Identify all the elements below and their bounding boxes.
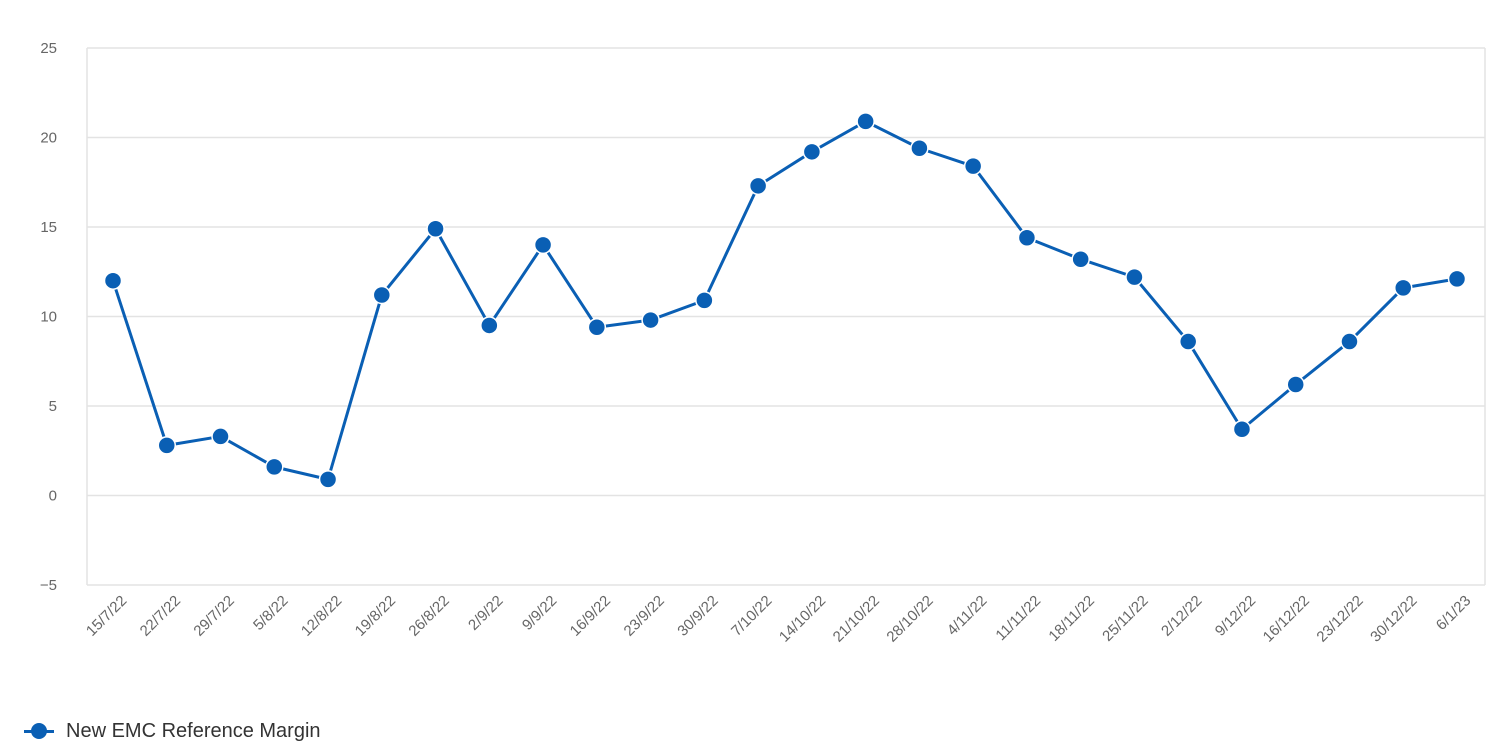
data-point[interactable]: [856, 112, 875, 131]
data-point[interactable]: [533, 235, 553, 255]
data-point[interactable]: [1071, 249, 1090, 269]
x-tick-label: 30/12/22: [1367, 592, 1420, 645]
data-point[interactable]: [157, 436, 177, 455]
data-point[interactable]: [1340, 332, 1359, 351]
x-tick-label: 23/12/22: [1313, 592, 1366, 645]
data-point[interactable]: [265, 457, 284, 477]
data-point[interactable]: [748, 176, 768, 196]
y-tick-label: 5: [49, 398, 57, 415]
data-point[interactable]: [426, 219, 445, 239]
x-tick-label: 26/8/22: [405, 592, 452, 639]
legend-dot-marker: [31, 723, 47, 739]
y-tick-label: 15: [40, 219, 57, 236]
x-axis-tick-labels: 15/7/22 22/7/22 29/7/22 5/8/22 12/8/22 19/8/2…: [83, 592, 1474, 645]
y-tick-label: 10: [40, 309, 57, 326]
y-axis-tick-labels: 25 20 15 10 5 0 −5: [40, 40, 57, 594]
x-tick-label: 5/8/22: [250, 592, 292, 634]
data-point[interactable]: [1447, 269, 1467, 289]
x-tick-label: 6/1/23: [1433, 592, 1475, 634]
data-point[interactable]: [695, 291, 714, 310]
data-point[interactable]: [1393, 278, 1413, 298]
data-point[interactable]: [1017, 228, 1037, 247]
data-point[interactable]: [480, 316, 499, 335]
legend-series-marker-icon: [22, 717, 58, 745]
data-point[interactable]: [1286, 375, 1305, 394]
x-tick-label: 14/10/22: [776, 592, 829, 645]
x-tick-label: 21/10/22: [830, 592, 883, 645]
data-point[interactable]: [103, 271, 123, 290]
x-tick-label: 4/11/22: [944, 592, 991, 639]
y-tick-label: −5: [40, 577, 57, 594]
gridlines: [87, 47, 1485, 586]
series-line-layer: [111, 119, 1458, 481]
x-tick-label: 2/9/22: [465, 592, 507, 634]
x-tick-label: 19/8/22: [352, 592, 399, 639]
series-line: [111, 119, 1458, 481]
x-tick-label: 12/8/22: [298, 592, 345, 639]
axes: [86, 48, 1486, 585]
x-tick-label: 29/7/22: [190, 592, 237, 639]
data-point[interactable]: [1178, 332, 1198, 351]
x-tick-label: 15/7/22: [83, 592, 130, 639]
data-points: [103, 112, 1467, 489]
data-point[interactable]: [963, 156, 983, 176]
y-tick-label: 25: [40, 40, 57, 57]
data-point[interactable]: [641, 310, 660, 330]
x-tick-label: 23/9/22: [621, 592, 668, 639]
data-point[interactable]: [318, 470, 338, 489]
data-point[interactable]: [1232, 420, 1252, 439]
data-point[interactable]: [910, 138, 929, 158]
data-point[interactable]: [802, 142, 822, 162]
x-tick-label: 16/12/22: [1260, 592, 1313, 645]
x-tick-label: 9/9/22: [519, 592, 561, 634]
data-point[interactable]: [372, 285, 392, 305]
x-tick-label: 22/7/22: [137, 592, 184, 639]
x-tick-label: 18/11/22: [1045, 592, 1098, 645]
x-tick-label: 16/9/22: [567, 592, 614, 639]
y-tick-label: 20: [40, 130, 57, 147]
data-point[interactable]: [211, 427, 230, 446]
x-tick-label: 28/10/22: [883, 592, 936, 645]
x-tick-label: 2/12/22: [1158, 592, 1205, 639]
legend-label: New EMC Reference Margin: [66, 719, 321, 742]
x-tick-label: 11/11/22: [992, 592, 1044, 644]
x-tick-label: 30/9/22: [674, 592, 721, 639]
x-tick-label: 7/10/22: [728, 592, 775, 639]
x-tick-label: 25/11/22: [1099, 592, 1152, 645]
x-tick-label: 9/12/22: [1212, 592, 1259, 639]
y-tick-label: 0: [49, 488, 57, 505]
data-point[interactable]: [587, 317, 607, 337]
data-point[interactable]: [1125, 267, 1144, 287]
legend[interactable]: New EMC Reference Margin: [22, 717, 321, 745]
